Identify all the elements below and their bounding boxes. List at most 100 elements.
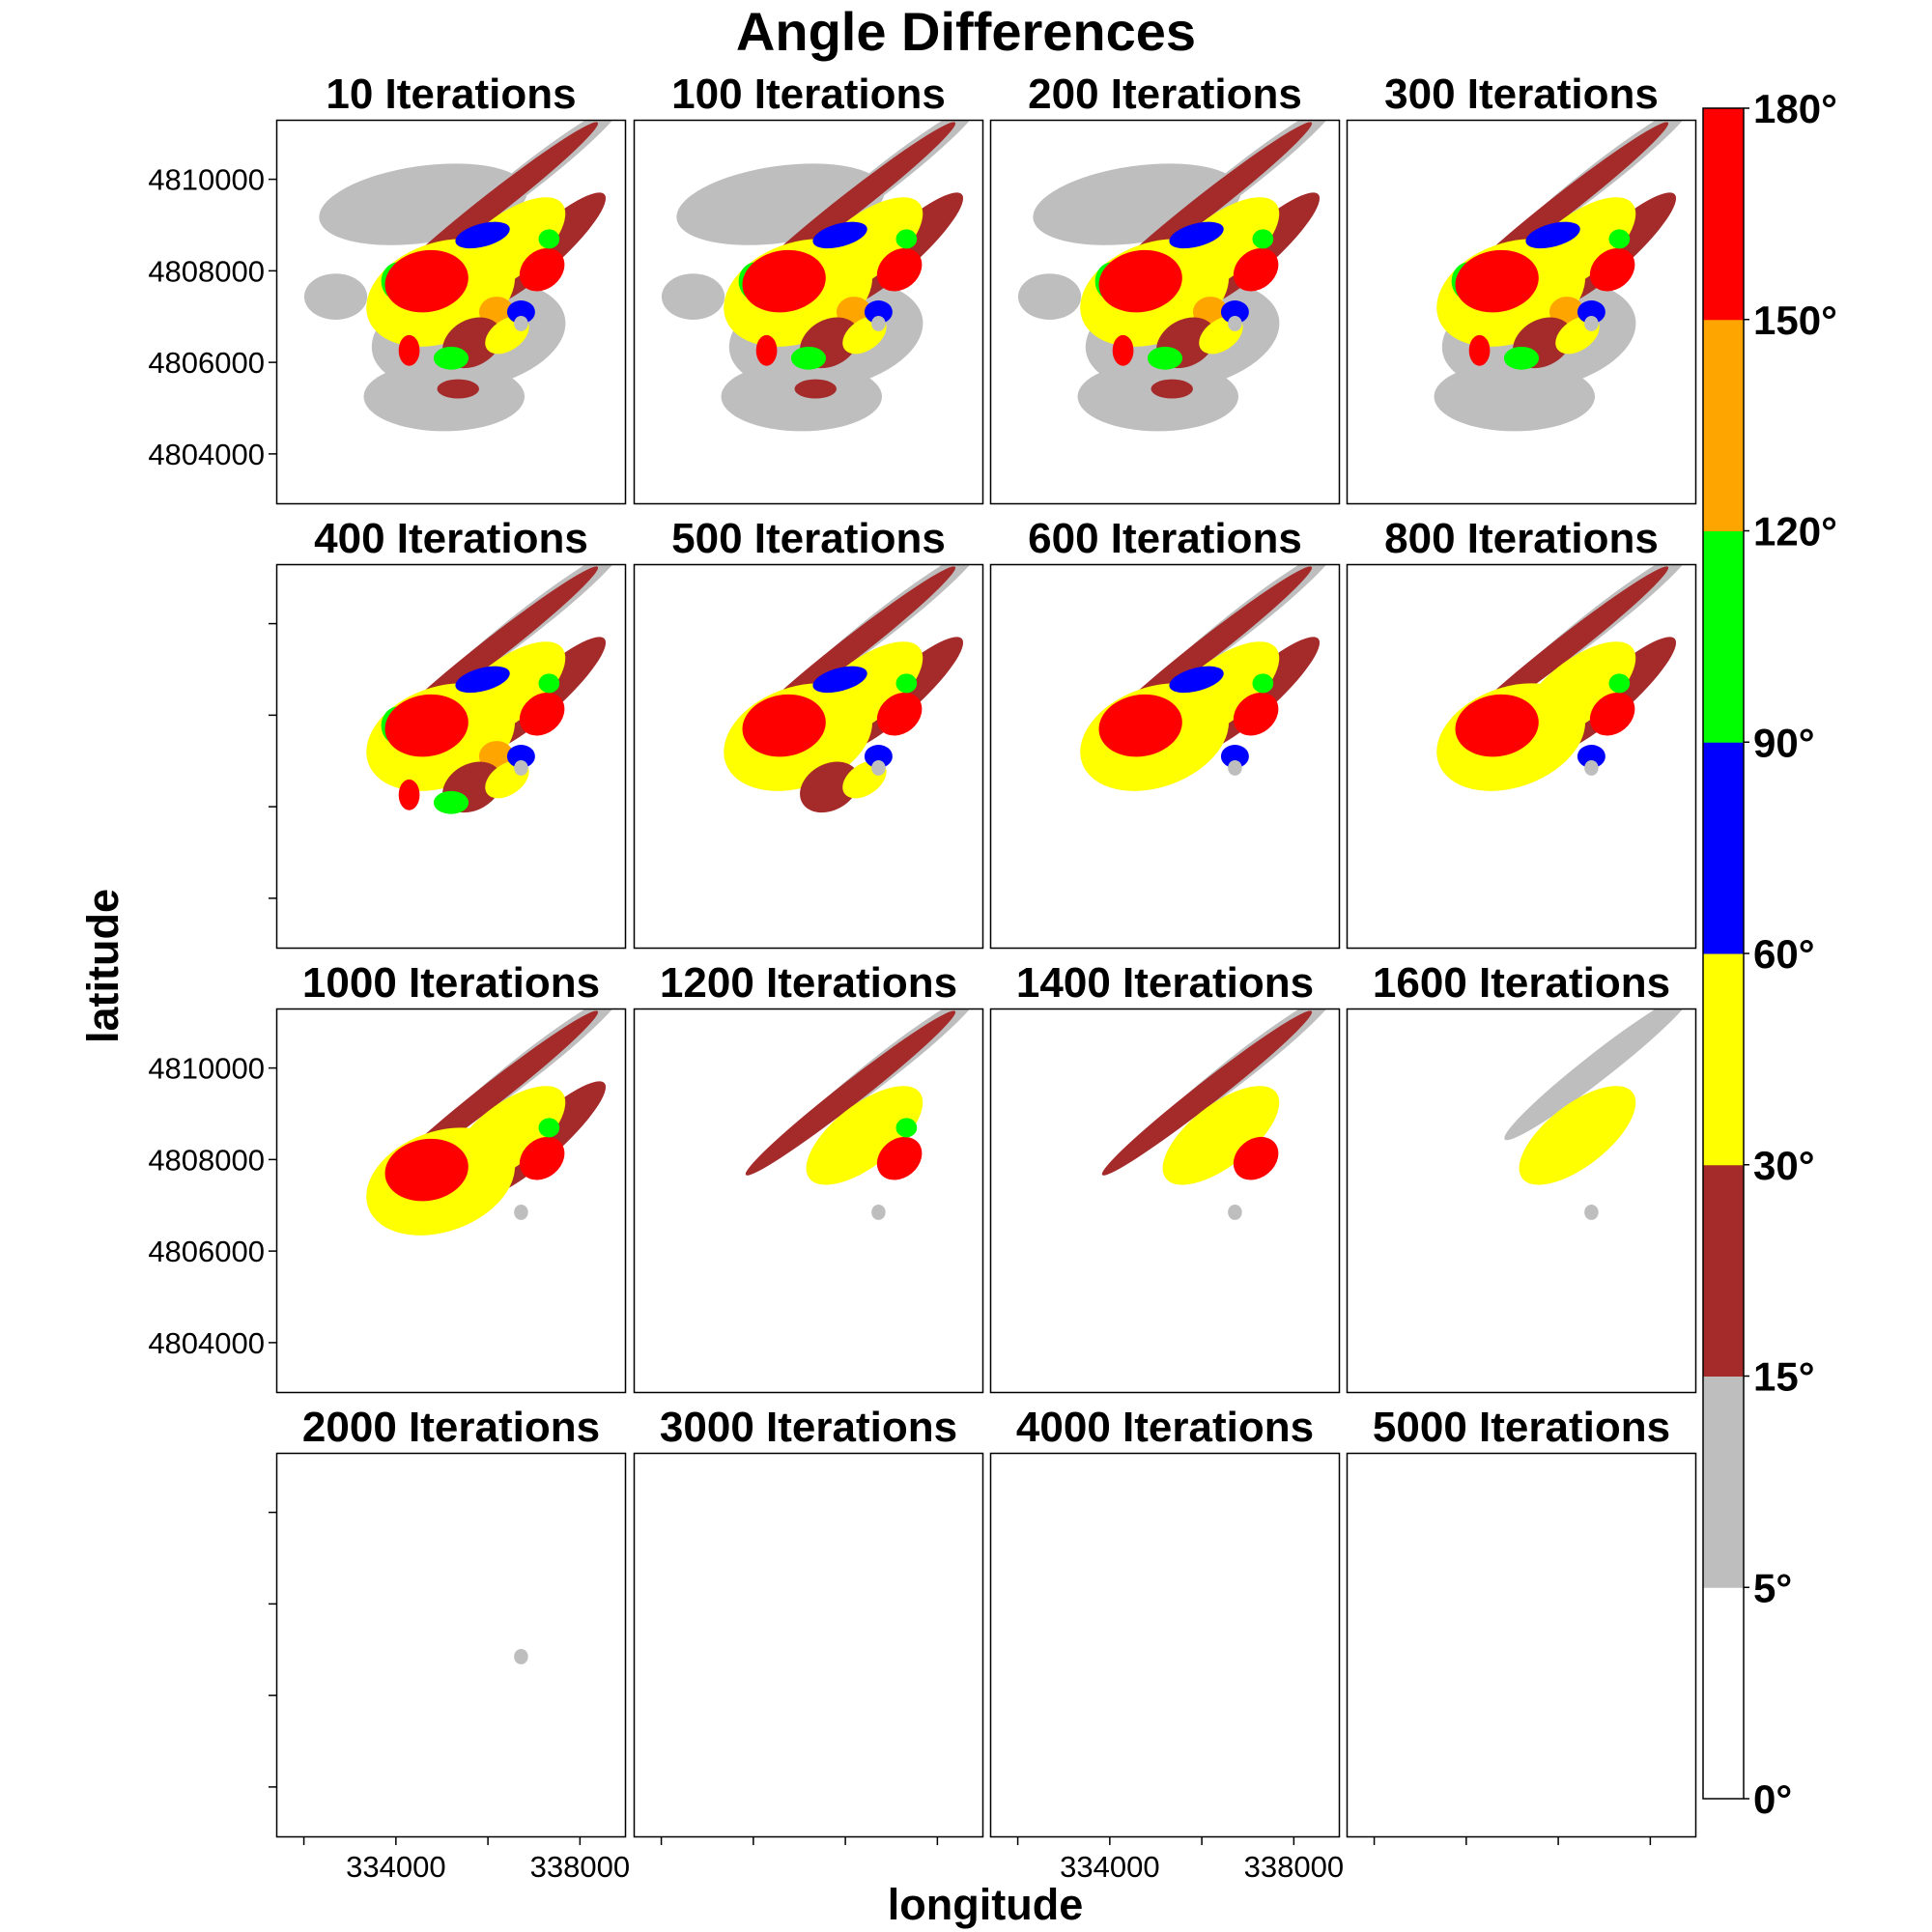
panel-title: 600 Iterations — [1028, 515, 1302, 562]
x-tick-label: 334000 — [1060, 1850, 1159, 1884]
angle-region — [1169, 221, 1224, 249]
legend-label: 5° — [1753, 1565, 1792, 1610]
panel-title: 100 Iterations — [671, 71, 946, 118]
angle-region — [1233, 692, 1279, 736]
angle-region — [538, 1118, 560, 1138]
angle-region — [755, 334, 778, 366]
angle-difference-field — [1434, 120, 1693, 432]
angle-region — [1519, 1086, 1636, 1185]
x-tick-label: 338000 — [1244, 1850, 1344, 1884]
angle-region — [1468, 334, 1491, 366]
panel-background — [634, 1009, 983, 1393]
legend-swatch — [1703, 108, 1744, 321]
panel-title: 1400 Iterations — [1016, 959, 1314, 1007]
angle-region — [514, 1648, 528, 1664]
panel-frame — [989, 563, 1341, 950]
angle-region — [514, 315, 528, 331]
angle-region — [800, 761, 860, 813]
angle-region — [538, 229, 560, 249]
panel-title: 1200 Iterations — [660, 959, 957, 1007]
angle-difference-field — [1017, 120, 1337, 432]
panel-frame — [633, 1452, 984, 1838]
angle-region — [1220, 745, 1249, 768]
panel-frame — [275, 563, 627, 950]
panel: 1600 Iterations — [1346, 959, 1697, 1394]
angle-region — [384, 249, 469, 313]
panel: 600 Iterations — [989, 515, 1341, 950]
angle-difference-field — [1101, 1009, 1337, 1220]
angle-region — [1455, 249, 1539, 313]
panel: 4000 Iterations 334000 338000 — [989, 1404, 1344, 1884]
legend-swatch — [1703, 530, 1744, 743]
angle-region — [519, 692, 565, 736]
angle-region — [742, 249, 826, 313]
panel-frame — [989, 119, 1341, 505]
panel: 1000 Iterations 4810000 4808000 4806000 4804… — [148, 959, 627, 1394]
y-tick-label: 4806000 — [148, 1235, 265, 1268]
panel-frame — [633, 563, 984, 950]
angle-region — [864, 745, 893, 768]
angle-region — [871, 1204, 886, 1220]
angle-region — [384, 1138, 469, 1202]
angle-region — [1589, 692, 1635, 736]
legend-label: 30° — [1753, 1143, 1815, 1188]
angle-region — [1228, 759, 1242, 776]
angle-region — [303, 273, 368, 320]
panel-background — [1347, 1009, 1696, 1393]
angle-difference-field — [303, 120, 623, 432]
y-tick-label: 4810000 — [148, 163, 265, 197]
panel-title: 4000 Iterations — [1016, 1404, 1314, 1451]
angle-region — [864, 300, 893, 324]
panel-frame — [1346, 1008, 1697, 1394]
panel: 3000 Iterations — [633, 1404, 984, 1845]
angle-region — [1577, 300, 1605, 324]
panel-frame — [989, 1452, 1341, 1838]
angle-region — [506, 745, 535, 768]
angle-region — [514, 759, 528, 776]
angle-region — [876, 1136, 923, 1180]
angle-difference-field — [514, 1648, 528, 1664]
angle-region — [1228, 315, 1242, 331]
angle-region — [1608, 673, 1631, 694]
angle-region — [519, 1136, 565, 1180]
legend-swatch — [1703, 742, 1744, 954]
legend-label: 60° — [1753, 931, 1815, 977]
panel: 200 Iterations — [989, 71, 1341, 505]
angle-region — [895, 229, 918, 249]
y-tick-label: 4808000 — [148, 254, 265, 288]
angle-difference-field — [366, 1009, 623, 1236]
panel: 10 Iterations 4810000 4808000 4806000 480400… — [148, 71, 627, 505]
panel-frame — [275, 119, 627, 505]
angle-region — [1252, 229, 1274, 249]
angle-region — [1162, 641, 1280, 741]
angle-difference-field — [1080, 564, 1337, 791]
panel-title: 2000 Iterations — [302, 1404, 600, 1451]
angle-region — [1017, 273, 1082, 320]
legend-label: 90° — [1753, 720, 1815, 765]
angle-region — [876, 247, 923, 292]
angle-difference-field — [1504, 1009, 1693, 1220]
angle-region — [1162, 1086, 1280, 1185]
angle-region — [745, 1010, 956, 1176]
panel: 2000 Iterations 334000 338000 — [269, 1404, 630, 1884]
angle-region — [1098, 694, 1182, 757]
angle-region — [519, 247, 565, 292]
angle-region — [437, 379, 479, 399]
angle-region — [895, 673, 918, 694]
angle-region — [433, 790, 469, 814]
panel-background — [990, 1453, 1340, 1837]
legend-swatch — [1703, 1587, 1744, 1800]
panel-title: 5000 Iterations — [1373, 1404, 1670, 1451]
angle-region — [871, 759, 886, 776]
angle-region — [398, 779, 420, 810]
angle-region — [1584, 1204, 1599, 1220]
angle-region — [1233, 1136, 1279, 1180]
legend-swatch — [1703, 953, 1744, 1166]
panel-background — [990, 1009, 1340, 1393]
y-tick-label: 4806000 — [148, 346, 265, 380]
angle-region — [455, 666, 510, 694]
panel-background — [634, 1453, 983, 1837]
angle-difference-field — [724, 564, 980, 813]
panel-frame — [275, 1452, 627, 1838]
